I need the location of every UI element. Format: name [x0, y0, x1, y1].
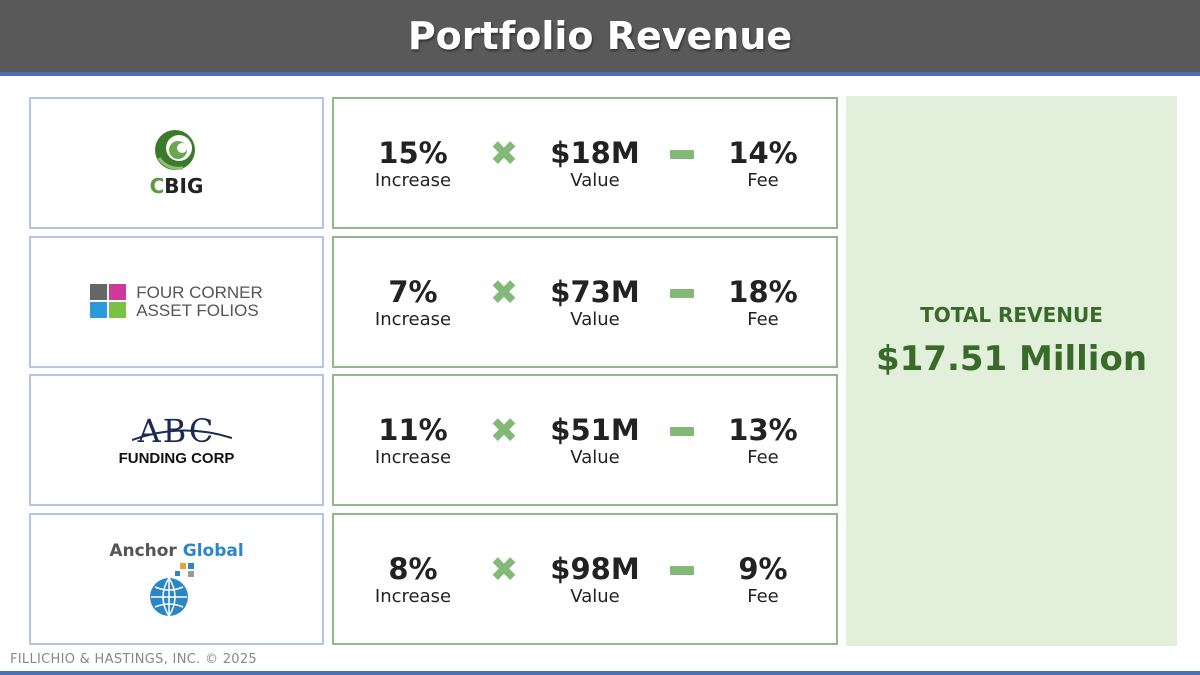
value-term: $73M Value [530, 276, 660, 332]
globe-icon [149, 563, 194, 617]
increase-value: 11% [378, 413, 448, 447]
value-label: Value [570, 170, 620, 191]
abc-wordmark: ABC [131, 414, 232, 448]
fee-value: 14% [728, 136, 798, 170]
increase-label: Increase [374, 309, 452, 330]
logo-card-anchor-global: Anchor Global [29, 513, 324, 645]
logo-card-abc: ABC FUNDING CORP [29, 374, 324, 506]
value-value: $98M [550, 552, 640, 586]
minus-icon [670, 566, 694, 575]
fee-label: Fee [747, 309, 779, 330]
multiply-icon: ✖ [489, 411, 519, 451]
four-corner-squares-icon [90, 284, 127, 318]
value-value: $51M [550, 413, 640, 447]
abc-subtitle: FUNDING CORP [118, 449, 235, 467]
fee-label: Fee [747, 447, 779, 468]
value-label: Value [570, 309, 620, 330]
increase-value: 7% [388, 275, 438, 309]
multiply-icon: ✖ [489, 134, 519, 174]
value-value: $18M [550, 136, 640, 170]
anchor-global-wordmark: Anchor Global [109, 541, 244, 561]
fee-term: 18% Fee [698, 276, 828, 332]
fee-label: Fee [747, 170, 779, 191]
footer-copyright: FILLICHIO & HASTINGS, INC. © 2025 [10, 652, 257, 667]
cbig-wordmark: CBIG [149, 174, 204, 198]
increase-term: 11% Increase [348, 414, 478, 470]
fee-term: 9% Fee [698, 553, 828, 609]
fee-term: 13% Fee [698, 414, 828, 470]
increase-term: 15% Increase [348, 137, 478, 193]
bottom-divider [0, 671, 1200, 675]
value-value: $73M [550, 275, 640, 309]
cbig-emblem-icon [155, 130, 196, 170]
value-term: $18M Value [530, 137, 660, 193]
total-revenue-panel: TOTAL REVENUE $17.51 Million [846, 96, 1177, 646]
four-corner-wordmark: FOUR CORNER ASSET FOLIOS [136, 283, 263, 320]
fee-value: 13% [728, 413, 798, 447]
fee-label: Fee [747, 586, 779, 607]
abc-logo: ABC FUNDING CORP [119, 414, 235, 467]
calc-row-1: 15% Increase ✖ $18M Value 14% Fee [332, 97, 838, 229]
fee-value: 9% [738, 552, 788, 586]
total-revenue-label: TOTAL REVENUE [920, 303, 1103, 327]
increase-label: Increase [374, 447, 452, 468]
value-term: $51M Value [530, 414, 660, 470]
four-corner-logo: FOUR CORNER ASSET FOLIOS [90, 284, 263, 320]
fee-value: 18% [728, 275, 798, 309]
value-label: Value [570, 586, 620, 607]
logo-card-cbig: CBIG [29, 97, 324, 229]
increase-term: 7% Increase [348, 276, 478, 332]
increase-label: Increase [374, 586, 452, 607]
anchor-global-logo: Anchor Global [109, 541, 244, 617]
multiply-icon: ✖ [489, 273, 519, 313]
page-title: Portfolio Revenue [407, 14, 793, 58]
minus-icon [670, 150, 694, 159]
fee-term: 14% Fee [698, 137, 828, 193]
increase-label: Increase [374, 170, 452, 191]
increase-term: 8% Increase [348, 553, 478, 609]
calc-row-4: 8% Increase ✖ $98M Value 9% Fee [332, 513, 838, 645]
cbig-logo: CBIG [149, 128, 204, 198]
total-revenue-value: $17.51 Million [875, 339, 1148, 379]
value-term: $98M Value [530, 553, 660, 609]
calc-row-3: 11% Increase ✖ $51M Value 13% Fee [332, 374, 838, 506]
increase-value: 15% [378, 136, 448, 170]
logo-card-four-corner: FOUR CORNER ASSET FOLIOS [29, 236, 324, 368]
calc-row-2: 7% Increase ✖ $73M Value 18% Fee [332, 236, 838, 368]
increase-value: 8% [388, 552, 438, 586]
header-bar: Portfolio Revenue [0, 0, 1200, 76]
value-label: Value [570, 447, 620, 468]
multiply-icon: ✖ [489, 550, 519, 590]
minus-icon [670, 289, 694, 298]
abc-swoosh-icon [131, 428, 232, 441]
minus-icon [670, 427, 694, 436]
